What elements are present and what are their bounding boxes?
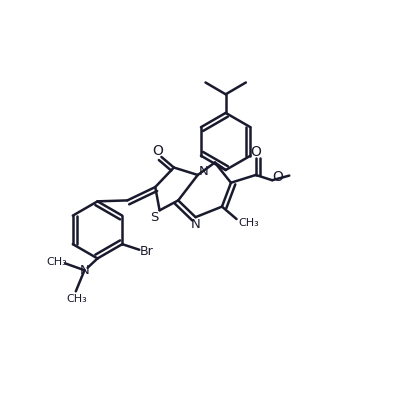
Text: O: O: [272, 170, 283, 184]
Text: N: N: [191, 218, 200, 231]
Text: O: O: [250, 145, 261, 159]
Text: CH₃: CH₃: [46, 257, 67, 266]
Text: Br: Br: [140, 245, 154, 258]
Text: S: S: [150, 211, 158, 224]
Text: CH₃: CH₃: [239, 218, 259, 228]
Text: O: O: [152, 144, 163, 158]
Text: CH₃: CH₃: [66, 294, 87, 304]
Text: N: N: [199, 165, 209, 178]
Text: N: N: [80, 264, 90, 277]
